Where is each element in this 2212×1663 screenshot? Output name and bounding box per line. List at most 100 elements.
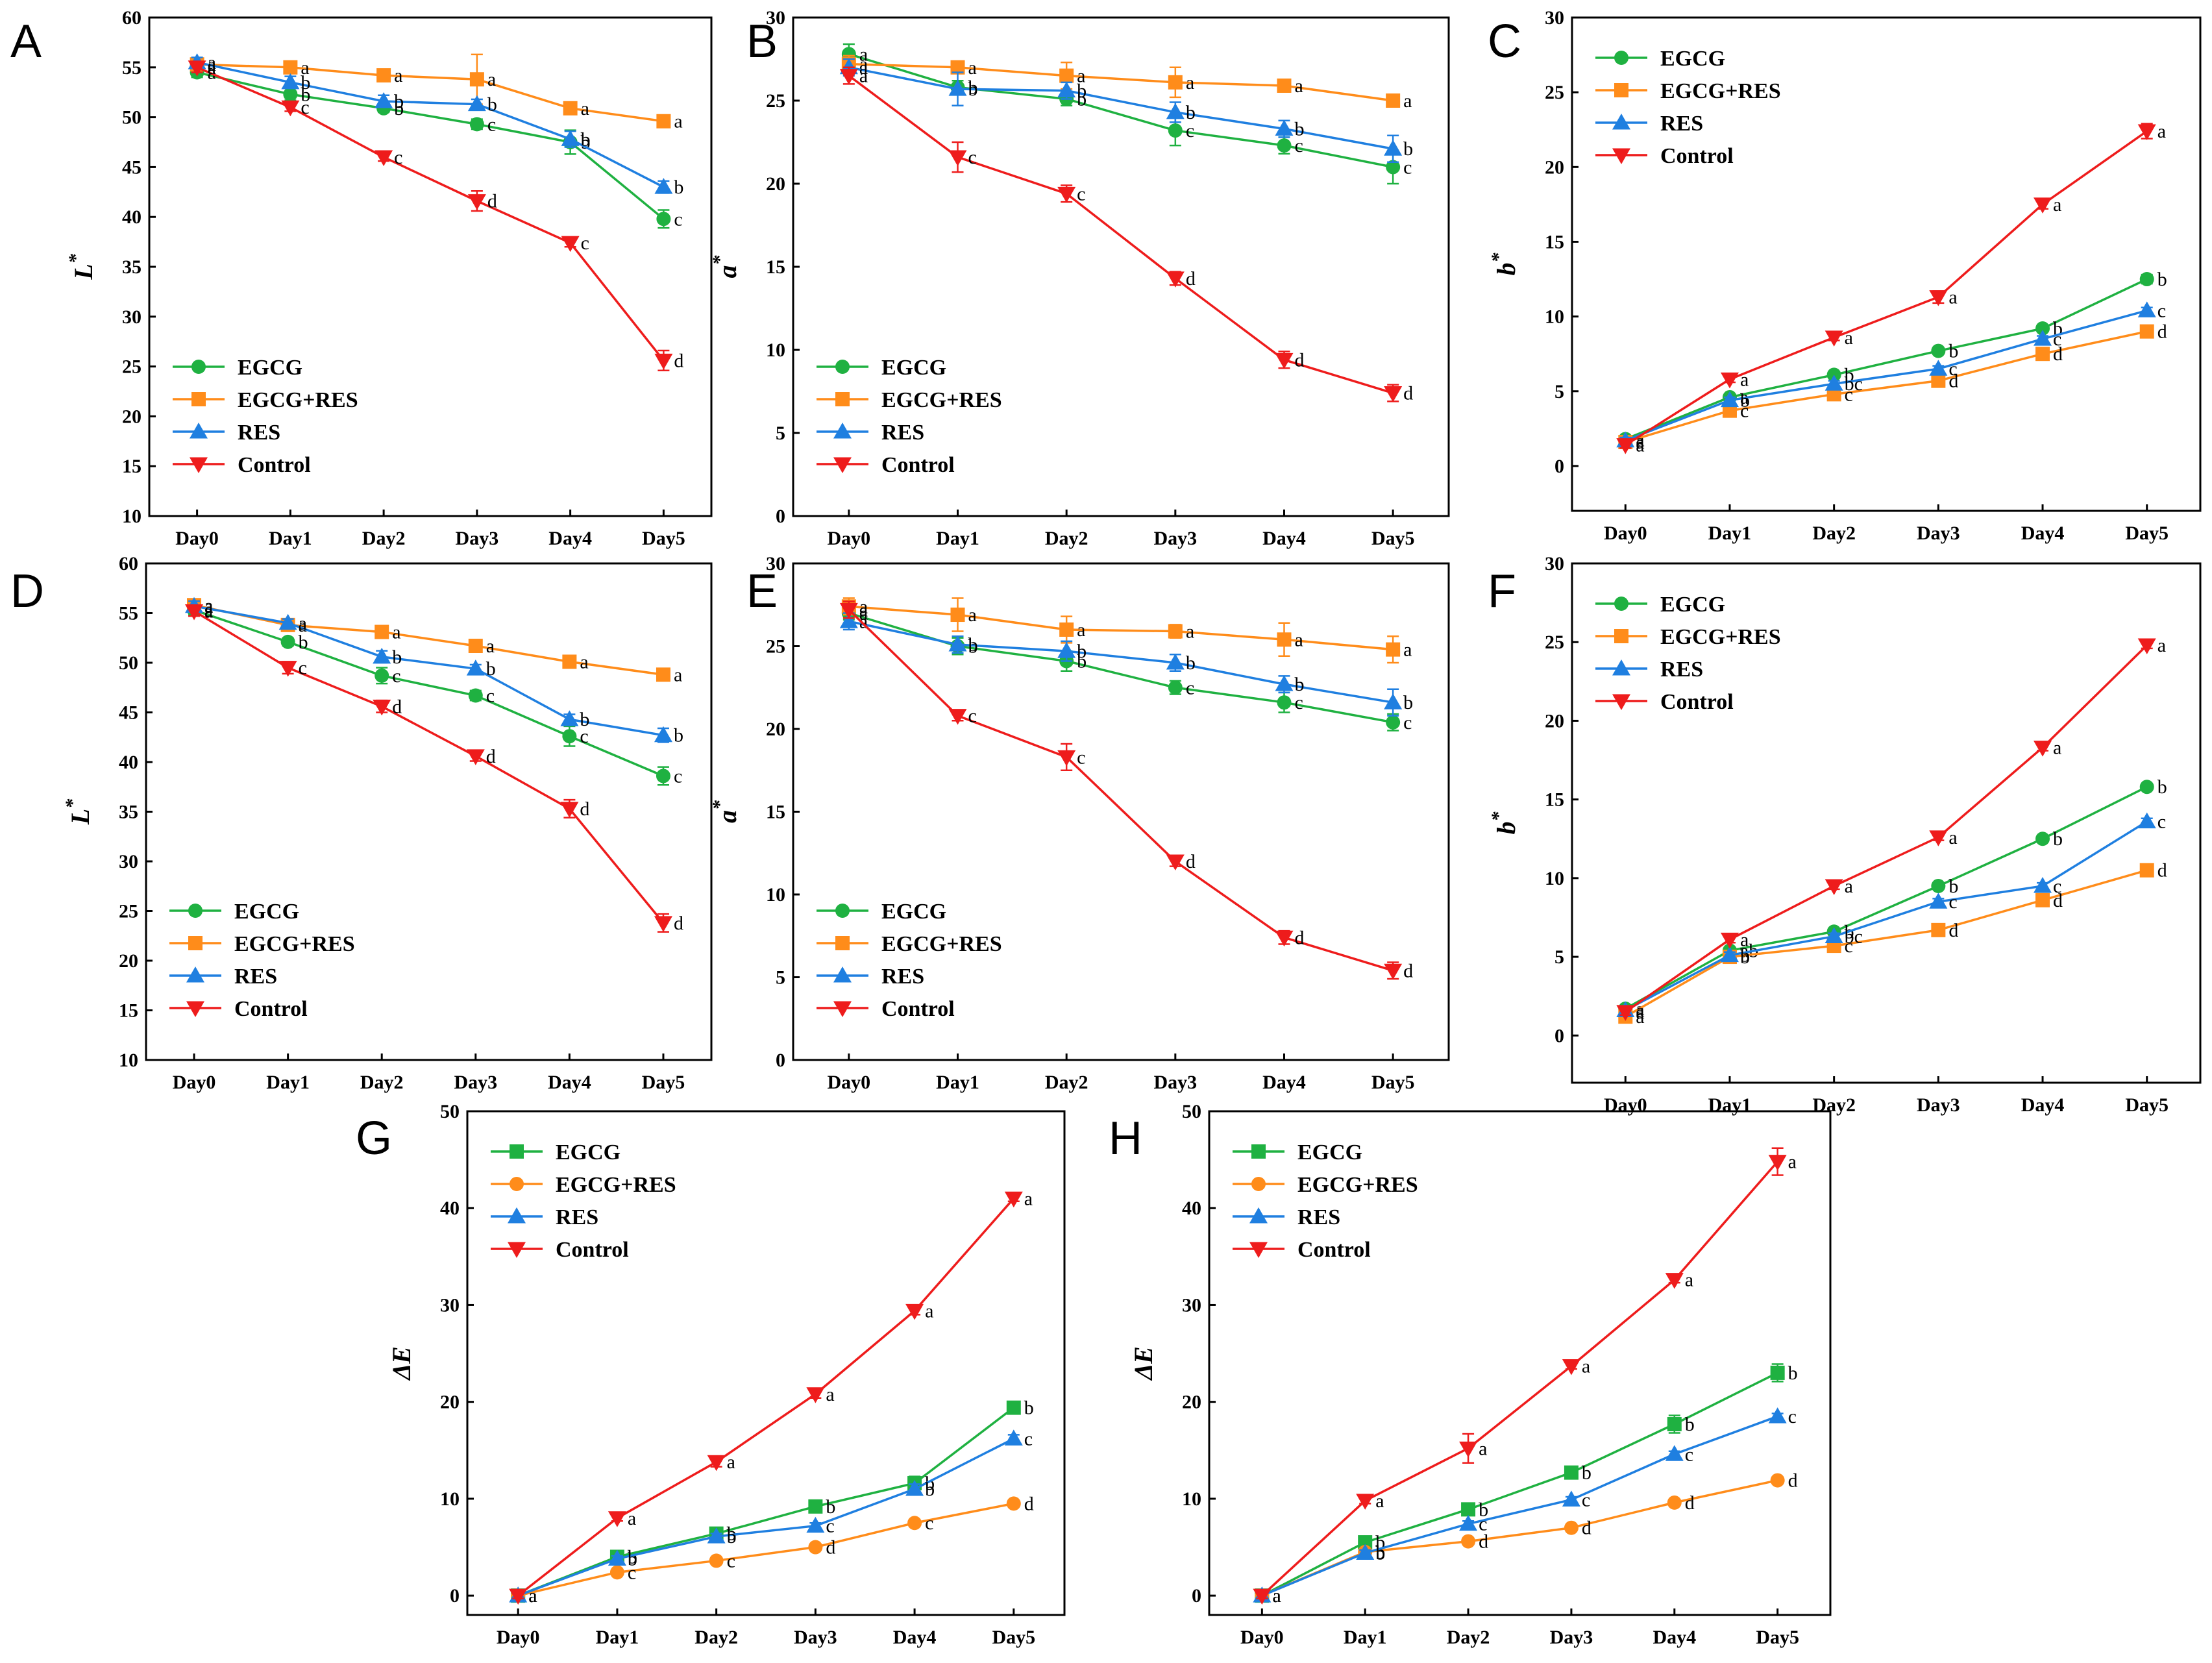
data-point xyxy=(375,92,393,108)
significance-label: c xyxy=(1077,746,1085,768)
significance-label: b xyxy=(394,91,404,112)
data-point xyxy=(1004,1429,1023,1446)
legend-marker xyxy=(191,360,206,374)
legend-label: Control xyxy=(1660,690,1734,714)
x-tick-label: Day3 xyxy=(1153,528,1197,549)
legend-label: RES xyxy=(1297,1205,1340,1229)
legend-marker xyxy=(190,457,208,473)
legend-label: Control xyxy=(234,997,308,1021)
significance-label: d xyxy=(1294,927,1304,948)
significance-label: c xyxy=(727,1550,735,1571)
y-axis-title-sup: * xyxy=(1488,811,1509,822)
significance-label: c xyxy=(486,685,495,706)
data-point xyxy=(1929,290,1948,306)
legend-label: EGCG+RES xyxy=(1660,79,1781,103)
significance-label: a xyxy=(1294,629,1303,650)
x-tick-label: Day1 xyxy=(1344,1627,1387,1648)
y-tick-label: 10 xyxy=(1545,306,1564,328)
data-point xyxy=(1277,78,1292,93)
data-point xyxy=(467,194,486,210)
data-point xyxy=(1768,1407,1787,1423)
legend-marker xyxy=(188,904,203,918)
legend-label: RES xyxy=(1660,112,1703,136)
y-axis-title: a* xyxy=(709,800,742,823)
significance-label: a xyxy=(1077,619,1085,641)
significance-label: b xyxy=(925,1473,935,1494)
panel-letter-h: H xyxy=(1109,1113,1142,1164)
legend-label: EGCG xyxy=(1297,1140,1362,1164)
data-point xyxy=(1356,1494,1375,1510)
data-point xyxy=(1720,372,1739,389)
legend-label: Control xyxy=(1660,144,1734,168)
data-point xyxy=(1275,675,1294,691)
significance-label: a xyxy=(674,111,682,132)
significance-label: b xyxy=(674,177,683,198)
plot-frame xyxy=(1571,16,2202,512)
legend: EGCG EGCG+RES RES Control xyxy=(1233,1140,1418,1262)
significance-label: b xyxy=(580,709,589,730)
significance-label: c xyxy=(1948,891,1957,913)
y-tick-label: 40 xyxy=(440,1198,460,1219)
panel-letter-a: A xyxy=(10,16,42,68)
legend-label: RES xyxy=(234,965,277,989)
legend-label: EGCG+RES xyxy=(556,1173,676,1197)
data-point xyxy=(1384,140,1403,156)
significance-label: a xyxy=(1636,1006,1644,1028)
data-point xyxy=(373,647,391,664)
legend: EGCG EGCG+RES RES Control xyxy=(173,356,358,477)
x-tick-label: Day3 xyxy=(1550,1627,1593,1648)
data-point xyxy=(608,1511,626,1527)
data-point xyxy=(373,699,391,716)
series-res: abb cbc xyxy=(509,1428,1033,1607)
data-point xyxy=(808,1540,823,1555)
significance-label: b xyxy=(2053,828,2063,850)
data-point xyxy=(2139,780,2154,795)
significance-label: d xyxy=(580,798,589,820)
y-axis-title-sup: * xyxy=(709,800,730,810)
significance-label: a xyxy=(1636,1002,1644,1023)
legend-marker xyxy=(1249,1207,1268,1224)
series-line xyxy=(848,620,1394,704)
significance-label: a xyxy=(727,1451,735,1473)
significance-label: a xyxy=(299,615,307,636)
x-tick-label: Day0 xyxy=(828,1072,871,1093)
legend-marker xyxy=(1612,659,1630,676)
data-point xyxy=(188,60,206,77)
legend-label: Control xyxy=(1297,1238,1371,1262)
significance-label: b xyxy=(394,98,404,119)
data-point xyxy=(1667,1417,1682,1432)
data-point xyxy=(1386,642,1401,657)
y-tick-label: 20 xyxy=(122,406,141,427)
panel-letter-g: G xyxy=(356,1113,392,1164)
significance-label: b xyxy=(1403,692,1413,713)
data-point xyxy=(948,709,967,725)
y-tick-label: 25 xyxy=(766,636,785,658)
data-point xyxy=(1166,271,1185,288)
data-point xyxy=(1722,403,1737,418)
legend-marker xyxy=(835,392,850,406)
significance-label: d xyxy=(486,746,496,767)
y-tick-label: 20 xyxy=(1182,1392,1201,1413)
y-axis-title: L* xyxy=(65,253,98,280)
legend-marker xyxy=(835,936,850,950)
data-point xyxy=(656,212,671,227)
significance-label: a xyxy=(925,1300,933,1322)
data-point xyxy=(1929,893,1948,909)
data-point xyxy=(1562,1359,1580,1375)
x-tick-label: Day0 xyxy=(1604,1094,1647,1116)
significance-label: c xyxy=(1582,1489,1590,1510)
significance-label: c xyxy=(301,97,309,118)
significance-label: c xyxy=(1186,677,1194,698)
data-point xyxy=(656,114,671,129)
x-tick-label: Day0 xyxy=(1604,523,1647,544)
data-point xyxy=(1168,624,1183,639)
significance-label: b xyxy=(1024,1398,1034,1419)
legend-marker xyxy=(1614,83,1628,97)
x-tick-label: Day1 xyxy=(936,528,979,549)
x-tick-label: Day2 xyxy=(1045,528,1088,549)
